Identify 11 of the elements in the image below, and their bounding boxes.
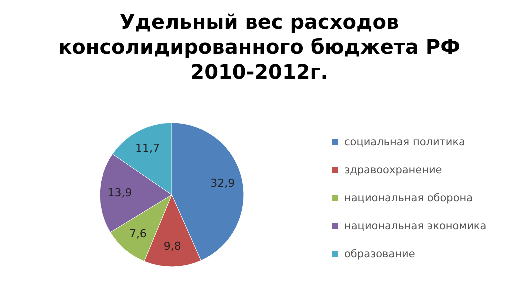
legend-label: национальная оборона — [344, 192, 474, 204]
data-label: 7,6 — [129, 228, 147, 241]
chart-title: Удельный вес расходов консолидированного бюджета РФ 2010-2012г. — [58, 10, 460, 84]
data-label: 11,7 — [136, 142, 160, 155]
data-label: 13,9 — [108, 186, 132, 200]
legend-label: социальная политика — [344, 136, 466, 148]
legend-label: образование — [344, 248, 416, 260]
legend-label: здравоохранение — [344, 164, 442, 176]
data-label: 9,8 — [164, 240, 182, 253]
data-label: 32,9 — [210, 177, 236, 190]
legend-label: национальная экономика — [344, 220, 487, 232]
